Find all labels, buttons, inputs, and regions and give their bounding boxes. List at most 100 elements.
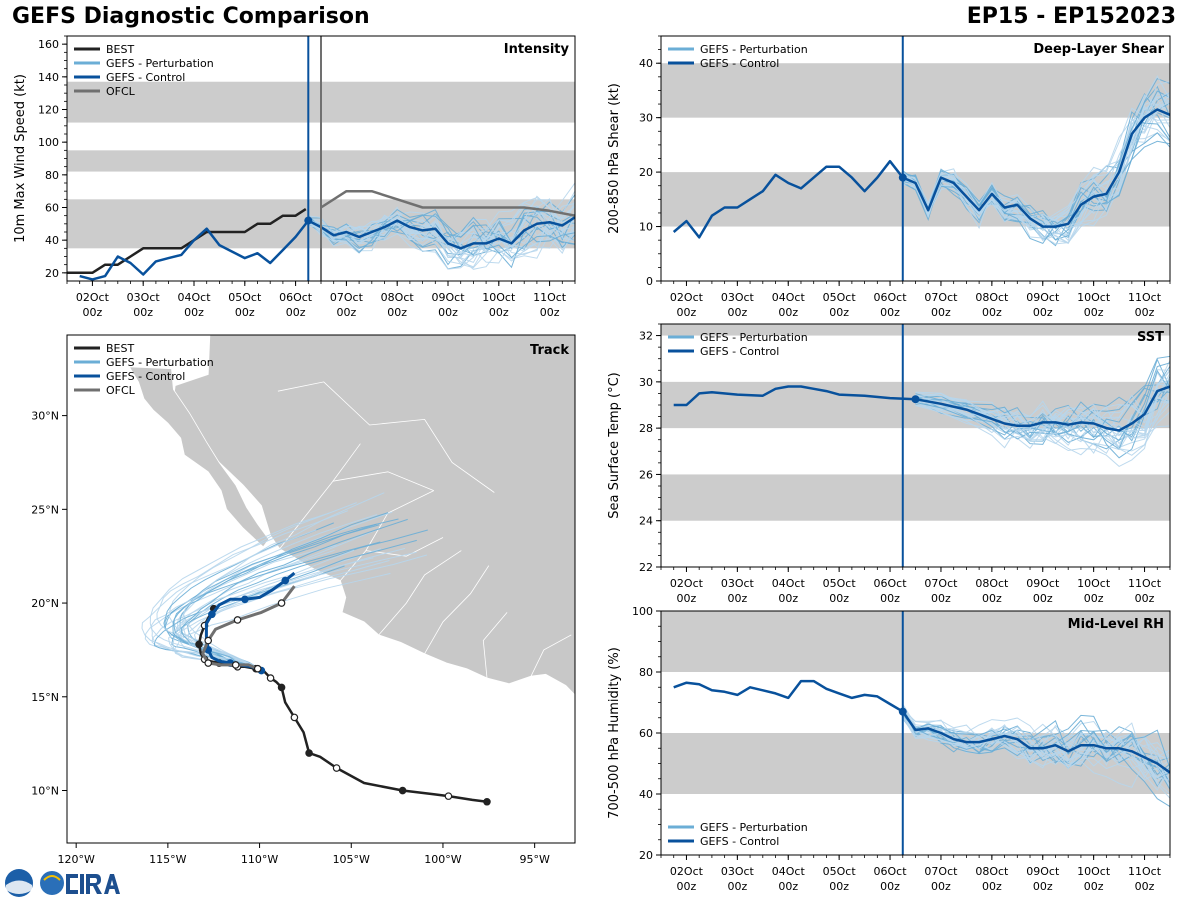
rh-ylabel: 700-500 hPa Humidity (%) (607, 647, 622, 819)
sst-legend-label-1: GEFS - Control (700, 345, 779, 358)
sst-ytick-label-3: 28 (639, 422, 653, 435)
track-xtick-label-2: 110°W (241, 853, 278, 866)
rh-gefs-control-line (673, 679, 1170, 774)
shear-band-1 (661, 63, 1170, 118)
track-xtick-label-1: 115°W (149, 853, 186, 866)
shear-xtick-sublabel-6: 00z (982, 306, 1002, 319)
intensity-perturbation-line (308, 209, 575, 259)
shear-title: Deep-Layer Shear (1033, 42, 1164, 57)
rh-band-0 (661, 733, 1170, 794)
shear-xtick-sublabel-7: 00z (1033, 306, 1053, 319)
intensity-frame (66, 35, 576, 282)
state-border-3 (424, 565, 490, 654)
shear-xtick-sublabel-4: 00z (880, 306, 900, 319)
sst-perturbation-line (915, 362, 1170, 440)
track-perturbation-line (156, 510, 349, 670)
track-best-point (332, 764, 341, 772)
shear-xtick-sublabel-9: 00z (1135, 306, 1155, 319)
intensity-perturbation-line (308, 205, 575, 256)
track-xtick-label-4: 100°W (424, 853, 461, 866)
sst-perturbation-line (915, 369, 1170, 440)
rh-xtick-sublabel-2: 00z (778, 880, 798, 893)
intensity-xtick-sublabel-5: 00z (337, 306, 357, 319)
shear-gefs-control-line (672, 108, 1170, 239)
sst-xtick-sublabel-6: 00z (982, 592, 1002, 605)
intensity-xtick-label-2: 04Oct (177, 291, 211, 304)
sst-xtick-label-5: 07Oct (924, 577, 958, 590)
sst-ytick-label-1: 24 (639, 515, 653, 528)
track-title: Track (530, 343, 569, 358)
track-gefs-control-point (241, 595, 249, 604)
shear-ytick-label-2: 20 (639, 166, 653, 179)
intensity-legend-label-3: OFCL (106, 85, 136, 98)
page-title: GEFS Diagnostic Comparison (12, 4, 370, 29)
sst-xtick-label-9: 11Oct (1128, 577, 1162, 590)
shear-frame (660, 35, 1171, 282)
shear-legend-label-0: GEFS - Perturbation (700, 43, 808, 56)
track-best-point (398, 786, 407, 795)
storm-id: EP15 - EP152023 (966, 4, 1176, 29)
track-best-point (290, 713, 299, 722)
sst-perturbation-line (915, 369, 1170, 441)
track-panel: 120°W 115°W 110°W 105°W 100°W 95°W 10°N 15°N 20°… (31, 334, 576, 866)
intensity-xtick-sublabel-9: 00z (540, 306, 560, 319)
track-ytick-label-4: 30°N (31, 410, 59, 423)
rh-perturbation-line (902, 705, 1170, 799)
shear-xtick-label-7: 09Oct (1026, 291, 1060, 304)
shear-xtick-label-9: 11Oct (1128, 291, 1162, 304)
rh-legend-label-0: GEFS - Perturbation (700, 821, 808, 834)
sst-perturbation-line (915, 355, 1170, 440)
sst-init-marker (911, 395, 920, 404)
rh-ytick-label-3: 80 (639, 666, 653, 679)
shear-xtick-label-3: 05Oct (823, 291, 857, 304)
intensity-xtick-sublabel-7: 00z (438, 306, 458, 319)
track-ytick-label-3: 25°N (31, 503, 59, 516)
intensity-title: Intensity (504, 42, 570, 57)
state-border-8 (365, 537, 444, 557)
intensity-legend-label-2: GEFS - Control (106, 71, 185, 84)
shear-ytick-label-3: 30 (639, 112, 653, 125)
rh-xtick-label-8: 10Oct (1077, 865, 1111, 878)
sst-xtick-sublabel-5: 00z (931, 592, 951, 605)
track-ytick-label-2: 20°N (31, 597, 59, 610)
rh-legend-label-1: GEFS - Control (700, 835, 779, 848)
sst-xtick-sublabel-3: 00z (829, 592, 849, 605)
rh-xtick-sublabel-8: 00z (1084, 880, 1104, 893)
sst-perturbation-line (915, 358, 1170, 441)
state-border-6 (277, 381, 495, 493)
rh-ytick-label-4: 100 (632, 605, 653, 618)
track-best-point (483, 797, 491, 806)
rh-perturbation-line (902, 710, 1170, 786)
intensity-ytick-label-2: 60 (45, 202, 59, 215)
rh-ytick-label-1: 40 (639, 788, 653, 801)
state-border-4 (482, 612, 508, 679)
cira-globe-icon (40, 871, 64, 895)
track-perturbation-line (181, 518, 408, 670)
track-ofcl-point (253, 664, 262, 673)
shear-xtick-sublabel-5: 00z (931, 306, 951, 319)
intensity-ytick-label-7: 160 (38, 38, 59, 51)
sst-perturbation-line (915, 369, 1170, 449)
shear-legend-label-1: GEFS - Control (700, 57, 779, 70)
intensity-ytick-label-3: 80 (45, 169, 59, 182)
intensity-xtick-label-3: 05Oct (228, 291, 262, 304)
sst-xtick-sublabel-7: 00z (1033, 592, 1053, 605)
intensity-xtick-sublabel-8: 00z (489, 306, 509, 319)
intensity-panel: 20 40 60 80 100 120 140 160 02Oct 00z 03Oct 00z 04Oc… (13, 35, 576, 319)
sst-xtick-label-7: 09Oct (1026, 577, 1060, 590)
track-perturbation-line (164, 541, 381, 670)
shear-xtick-label-0: 02Oct (670, 291, 704, 304)
track-xtick-label-0: 120°W (57, 853, 94, 866)
track-xtick-label-5: 95°W (519, 853, 549, 866)
track-legend-label-2: GEFS - Control (106, 370, 185, 383)
intensity-xtick-sublabel-6: 00z (387, 306, 407, 319)
rh-ytick-label-0: 20 (639, 849, 653, 862)
intensity-ytick-label-5: 120 (38, 104, 59, 117)
shear-xtick-label-6: 08Oct (975, 291, 1009, 304)
intensity-ytick-label-1: 40 (45, 234, 59, 247)
shear-xtick-sublabel-0: 00z (677, 306, 697, 319)
rh-title: Mid-Level RH (1068, 617, 1164, 632)
intensity-legend-label-0: BEST (106, 43, 134, 56)
